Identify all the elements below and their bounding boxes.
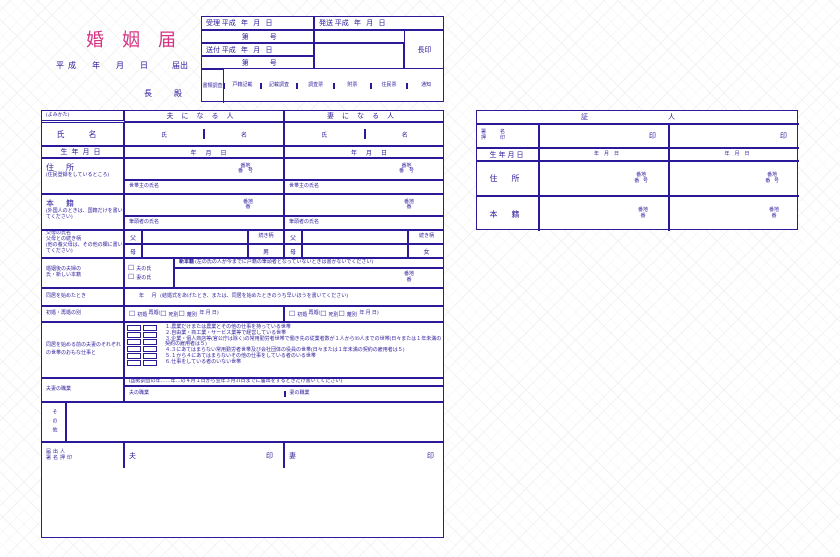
wife-name[interactable]: 氏 名: [284, 122, 444, 146]
h-sign[interactable]: 夫印: [124, 442, 284, 468]
admin-forward: 送付 平成 年 月 日: [202, 43, 314, 56]
w-mother[interactable]: [302, 244, 408, 258]
chk-6: 通知: [407, 83, 444, 89]
w-marriage-status[interactable]: 初婚 再婚(死別離別 年 月 日): [284, 306, 444, 322]
w-mother-lbl: 母: [284, 244, 302, 258]
admin-chief-seal: 長印: [404, 30, 444, 69]
header-submitted: 届出: [172, 60, 188, 71]
w-birth[interactable]: 年 月 日: [284, 146, 444, 158]
w-addr[interactable]: 番地番 号: [284, 158, 444, 180]
header-chief: 長 殿: [144, 88, 192, 99]
h-father-lbl: 父: [124, 230, 142, 244]
chk-0: 書類調査: [202, 69, 224, 103]
wit2-birth[interactable]: 年 月 日: [669, 148, 799, 161]
header-date: 平成 年 月 日: [56, 60, 152, 71]
wit-addr-label: 住所: [477, 161, 539, 196]
main-form: (よみかた) 夫になる人 妻になる人 氏名 氏 名 氏 名 生年月日 年 月 日…: [41, 110, 444, 538]
parents-label: 父母の氏名 父母との続き柄(他の養父母は、その他の欄に書いてください): [42, 230, 124, 258]
admin-accept: 受理 平成 年 月 日: [202, 17, 314, 30]
wit2-honseki[interactable]: 番地番: [669, 196, 799, 231]
h-birth[interactable]: 年 月 日: [124, 146, 284, 158]
h-addr[interactable]: 番地番 号: [124, 158, 284, 180]
submitter-label: 届出人 署名押印: [42, 442, 124, 468]
husband-header: 夫になる人: [124, 111, 284, 122]
new-honseki-hdr: 新本籍 (左の氏の人が今までに戸籍の筆頭者となっていないときは書かないでください…: [174, 258, 444, 268]
w-honseki[interactable]: 番地番: [284, 194, 444, 216]
admin-blank2[interactable]: [314, 43, 404, 69]
h-hittousha[interactable]: 筆頭者の氏名: [124, 216, 284, 230]
chk-4: 附票: [334, 83, 371, 89]
chk-row: 戸籍記載 記載調査 調査票 附票 住民票 通知: [224, 69, 444, 103]
job-items[interactable]: １.農業だけまたは農業とその他の仕事を持っている世帯 ２.自由業・商工業・サービ…: [124, 322, 444, 378]
w-mei: 名: [365, 129, 445, 139]
admin-blank1[interactable]: [314, 30, 404, 43]
job-header-label: 同居を始める前の夫妻のそれぞれの世帯のおもな仕事と: [42, 322, 124, 378]
wit1-addr[interactable]: 番地番 号: [539, 161, 669, 196]
new-honseki-label: 婚姻後の夫婦の 氏・新しい本籍: [42, 258, 124, 288]
start-living-field[interactable]: 年 月 (結婚式をあげたとき、または、同居を始めたときのうち早いほうを書いてくだ…: [124, 288, 444, 306]
w-sign[interactable]: 妻印: [284, 442, 444, 468]
h-tsuzuki: 続き柄: [248, 230, 284, 244]
honseki-label: 本籍 (外国人のときは、国籍だけを書いてください): [42, 194, 124, 230]
chk-2: 記載調査: [261, 83, 298, 89]
h-father[interactable]: [142, 230, 248, 244]
w-tsuzuki: 続き柄: [408, 230, 444, 244]
job-note: (国勢調査の年……年…の４月１日から翌年３月31日までに届出をするときだけ書いて…: [124, 378, 444, 386]
wit-honseki-label: 本籍: [477, 196, 539, 231]
witness-block: 証人 署名 押印 印 印 生年月日 年 月 日 年 月 日 住所 番地番 号 番…: [476, 110, 798, 230]
admin-dai1: 第 号: [202, 30, 314, 43]
chk-5: 住民票: [371, 83, 408, 89]
name-label: 氏名: [42, 122, 124, 146]
wit-birth-label: 生年月日: [477, 148, 539, 161]
w-shi: 氏: [285, 129, 365, 139]
chk-3: 調査票: [297, 83, 334, 89]
witness-title: 証人: [477, 111, 799, 124]
w-father[interactable]: [302, 230, 408, 244]
wit1-birth[interactable]: 年 月 日: [539, 148, 669, 161]
job-fields: 夫の職業 妻の職業: [124, 386, 444, 402]
furigana-label: (よみかた): [42, 111, 124, 121]
address-label: 住所 (住民登録をしているところ): [42, 158, 124, 194]
h-mei: 名: [204, 129, 283, 139]
chk-1: 戸籍記載: [224, 83, 261, 89]
admin-send: 発送 平成 年 月 日: [314, 17, 444, 30]
h-mother[interactable]: [142, 244, 248, 258]
new-honseki-chk[interactable]: 夫の氏妻の氏: [124, 258, 174, 288]
job-3: ３.企業・個人商店等(官公庁は除く)の常用勤労者世帯で働き先の従業者数が１人から…: [165, 337, 442, 349]
h-honseki[interactable]: 番地番: [124, 194, 284, 216]
w-job[interactable]: 妻の職業: [285, 391, 445, 397]
wit1-honseki[interactable]: 番地番: [539, 196, 669, 231]
wit2-sign[interactable]: 印: [669, 124, 799, 148]
husband-name[interactable]: 氏 名: [124, 122, 284, 146]
h-job[interactable]: 夫の職業: [125, 391, 285, 397]
h-male: 男: [248, 244, 284, 258]
new-honseki-field[interactable]: 番地番: [174, 268, 444, 288]
wit1-sign[interactable]: 印: [539, 124, 669, 148]
form-title: 婚姻届: [86, 26, 194, 52]
wit-sig-label: 署名 押印: [477, 124, 539, 148]
admin-block: 受理 平成 年 月 日 発送 平成 年 月 日 第 号 長印 送付 平成 年 月…: [201, 16, 444, 102]
w-hittousha[interactable]: 筆頭者の氏名: [284, 216, 444, 230]
w-father-lbl: 父: [284, 230, 302, 244]
h-head[interactable]: 世帯主の氏名: [124, 180, 284, 194]
h-marriage-status[interactable]: 初婚 再婚(死別離別 年 月 日): [124, 306, 284, 322]
birth-label: 生年月日: [42, 146, 124, 158]
job-6: ６.仕事をしている者のいない世帯: [165, 360, 241, 366]
wife-header: 妻になる人: [284, 111, 444, 122]
w-head[interactable]: 世帯主の氏名: [284, 180, 444, 194]
wit2-addr[interactable]: 番地番 号: [669, 161, 799, 196]
marriage-status-label: 初婚・再婚の別: [42, 306, 124, 322]
start-living-label: 同居を始めたとき: [42, 288, 124, 306]
w-female: 女: [408, 244, 444, 258]
other-field[interactable]: [66, 402, 444, 442]
admin-dai2: 第 号: [202, 56, 314, 69]
couple-job-label: 夫妻の職業: [42, 378, 124, 402]
other-label: その他: [42, 402, 66, 442]
h-shi: 氏: [125, 129, 204, 139]
h-mother-lbl: 母: [124, 244, 142, 258]
